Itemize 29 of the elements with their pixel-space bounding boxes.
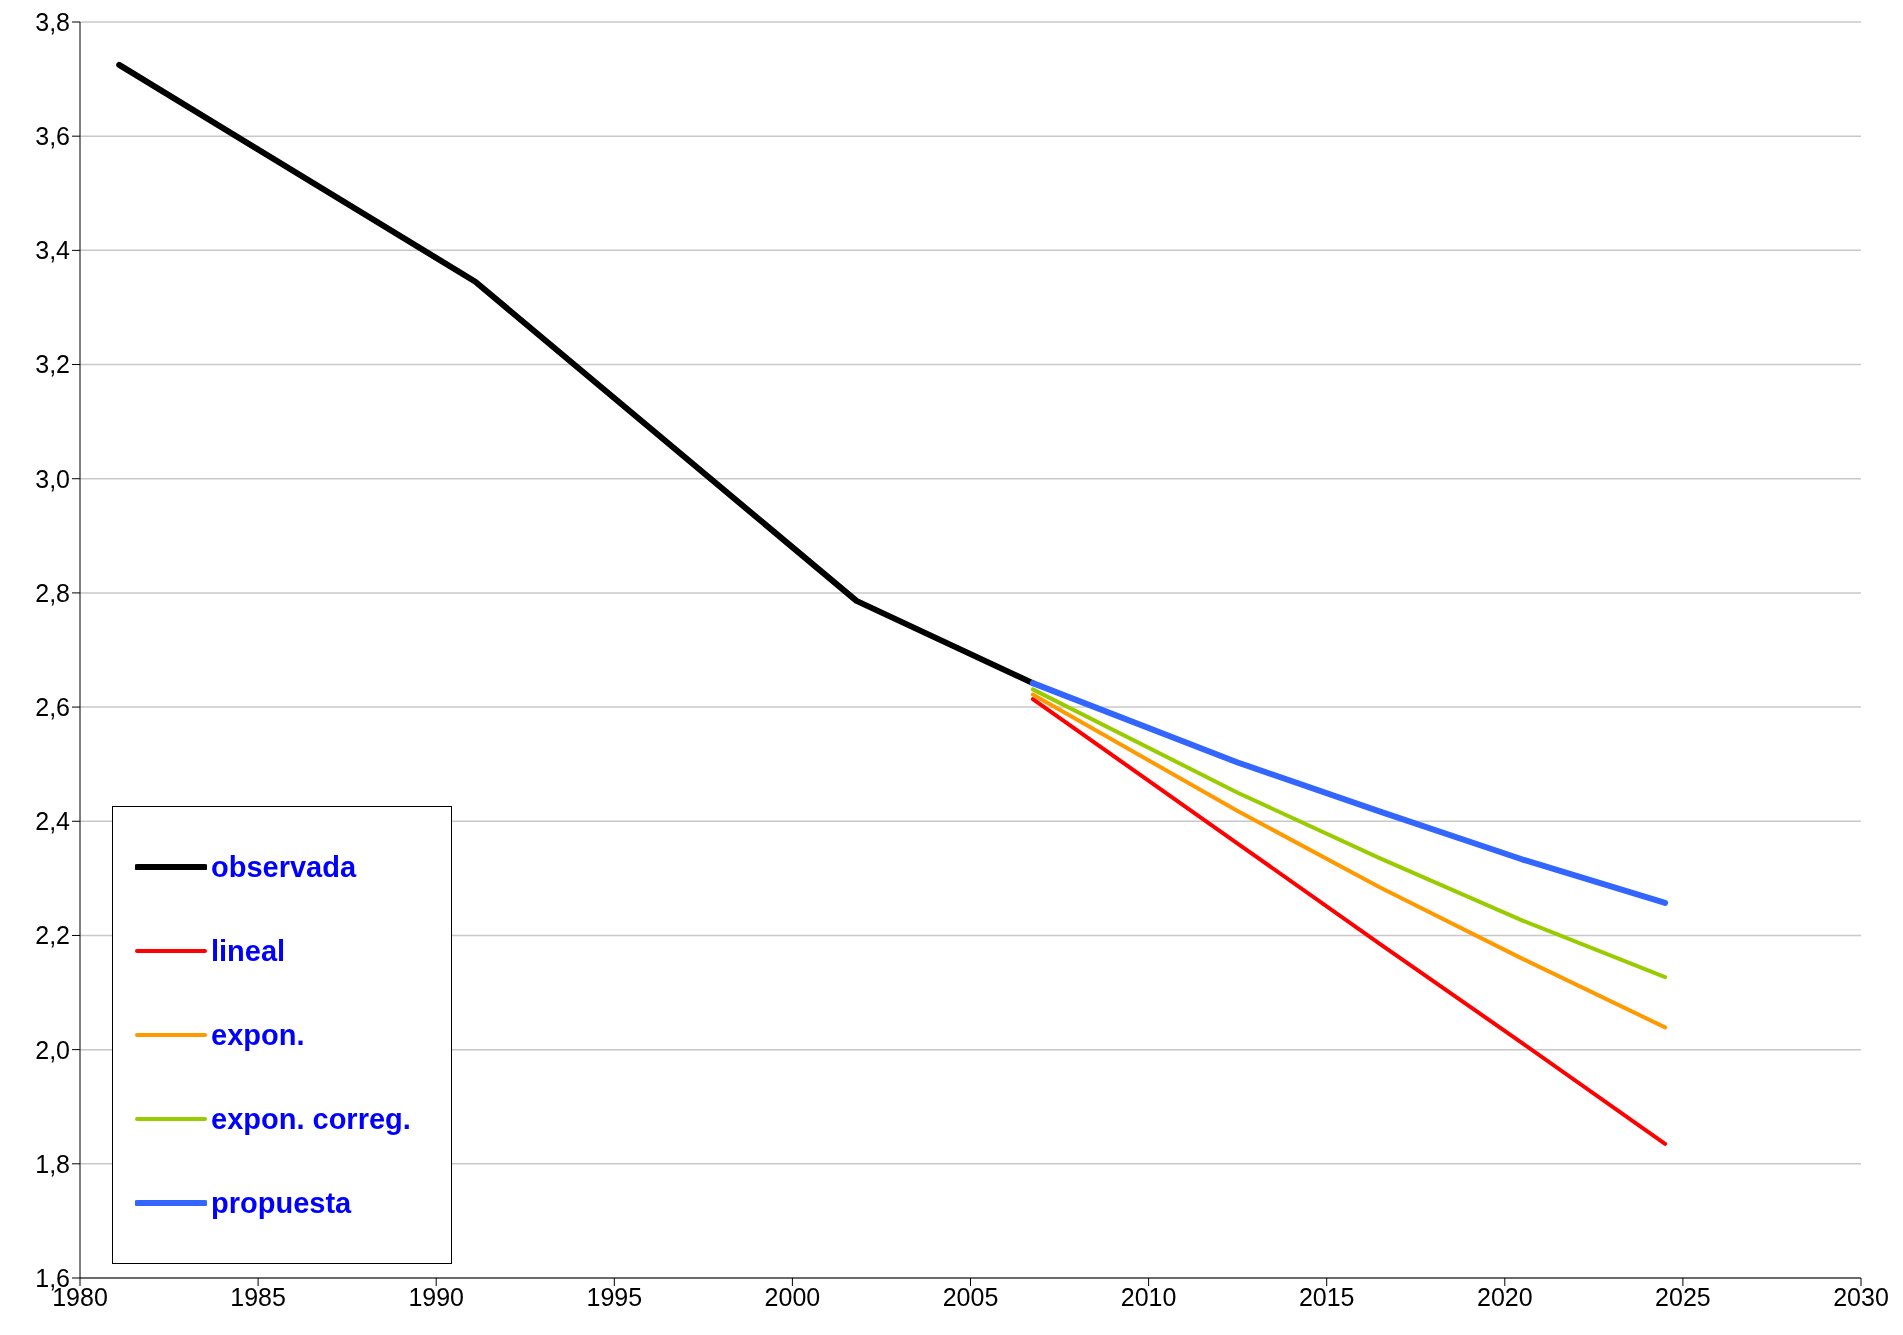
legend-label: propuesta: [211, 1186, 352, 1220]
legend-label: observada: [211, 850, 357, 884]
x-tick-label: 2025: [1655, 1282, 1711, 1311]
line-series: [1030, 687, 1668, 980]
legend-label: expon.: [211, 1018, 305, 1052]
x-tick-label: 1985: [230, 1282, 286, 1311]
x-tick-label: 2015: [1298, 1282, 1355, 1311]
y-tick-label: 2,4: [35, 807, 71, 836]
x-tick-label: 1995: [586, 1282, 643, 1311]
x-tick-label: 2005: [942, 1282, 999, 1311]
y-tick-label: 3,0: [35, 464, 70, 493]
legend-label: lineal: [211, 934, 286, 968]
y-tick-label: 2,0: [35, 1035, 70, 1064]
x-tick-label: 2030: [1833, 1282, 1889, 1311]
x-tick-label: 2010: [1120, 1282, 1177, 1311]
y-tick-label: 2,6: [35, 692, 70, 721]
y-tick-label: 3,8: [35, 7, 70, 36]
line-series: [1030, 697, 1668, 1146]
line-series: [1030, 692, 1668, 1030]
x-tick-label: 1990: [408, 1282, 465, 1311]
y-tick-label: 1,8: [35, 1149, 70, 1178]
legend-label: expon. correg.: [211, 1102, 411, 1136]
y-tick-label: 3,2: [35, 350, 70, 379]
y-tick-label: 2,2: [35, 921, 70, 950]
y-tick-label: 2,8: [35, 578, 70, 607]
y-tick-label: 3,6: [35, 122, 70, 151]
x-tick-label: 2000: [764, 1282, 821, 1311]
x-tick-label: 2020: [1476, 1282, 1533, 1311]
y-tick-label: 3,4: [35, 236, 71, 265]
